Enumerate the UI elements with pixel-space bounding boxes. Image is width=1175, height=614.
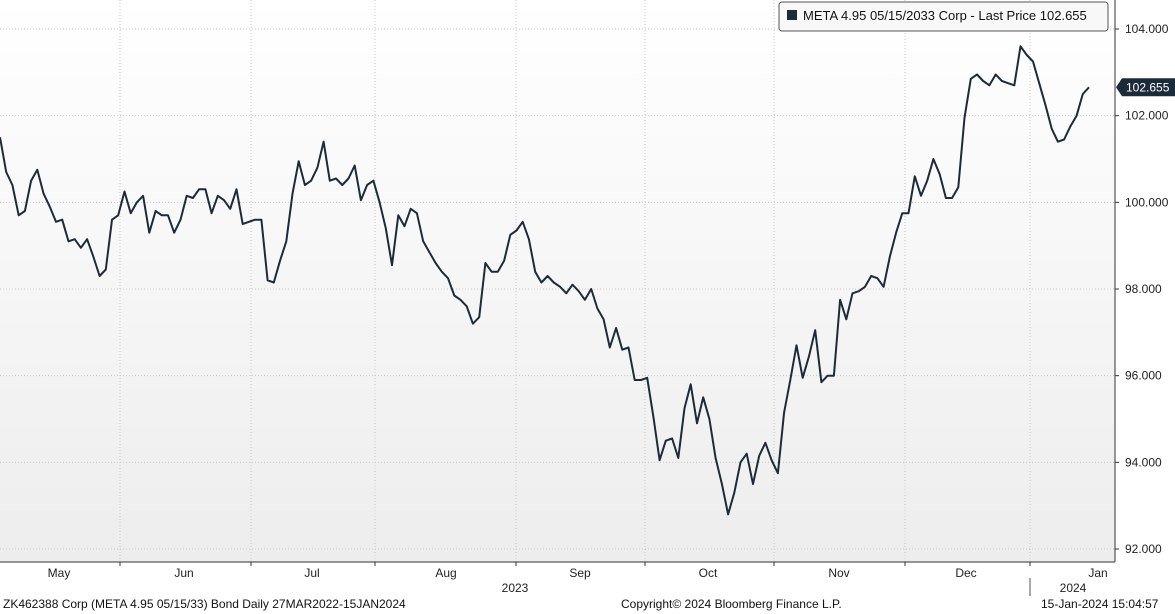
x-tick-label: Aug <box>435 566 456 580</box>
y-tick-label: 96.000 <box>1125 369 1162 383</box>
legend: META 4.95 05/15/2033 Corp - Last Price 1… <box>778 1 1109 32</box>
y-tick-label: 92.000 <box>1125 542 1162 556</box>
series-group <box>0 45 1090 516</box>
x-tick-label: Jun <box>174 566 193 580</box>
legend-text: META 4.95 05/15/2033 Corp - Last Price 1… <box>803 8 1087 23</box>
x-tick-label: Sep <box>569 566 591 580</box>
last-price-label: 102.655 <box>1126 80 1170 94</box>
y-tick-label: 94.000 <box>1125 455 1162 469</box>
x-year-label: 2024 <box>1060 581 1087 595</box>
y-tick-label: 98.000 <box>1125 282 1162 296</box>
x-tick-label: Oct <box>699 566 718 580</box>
x-tick-label: Jul <box>304 566 319 580</box>
y-tick-label: 102.000 <box>1125 109 1169 123</box>
y-tick-label: 104.000 <box>1125 22 1169 36</box>
x-tick-label: Dec <box>955 566 976 580</box>
x-year-label: 2023 <box>502 581 529 595</box>
last-price-marker: 102.655 <box>1116 78 1175 97</box>
last-price-tag <box>1116 78 1175 97</box>
legend-box <box>778 1 1109 32</box>
price-series-line <box>0 45 1090 516</box>
x-tick-label: May <box>48 566 71 580</box>
footer-ticker-info: ZK462388 Corp (META 4.95 05/15/33) Bond … <box>3 597 406 611</box>
footer-timestamp: 15-Jan-2024 15:04:57 <box>1041 597 1159 611</box>
footer-copyright: Copyright© 2024 Bloomberg Finance L.P. <box>621 597 842 611</box>
y-tick-label: 100.000 <box>1125 195 1169 209</box>
x-tick-label: Jan <box>1088 566 1107 580</box>
plot-area <box>0 0 1115 562</box>
y-axis-ticks: 92.000 94.000 96.000 98.000 100.000 102.000 10… <box>1115 22 1169 556</box>
x-tick-label: Nov <box>828 566 849 580</box>
legend-swatch <box>787 10 797 20</box>
x-axis-ticks: May Jun Jul Aug Sep Oct Nov Dec Jan 2023 2024 <box>48 562 1108 596</box>
grid-lines <box>0 0 1115 562</box>
